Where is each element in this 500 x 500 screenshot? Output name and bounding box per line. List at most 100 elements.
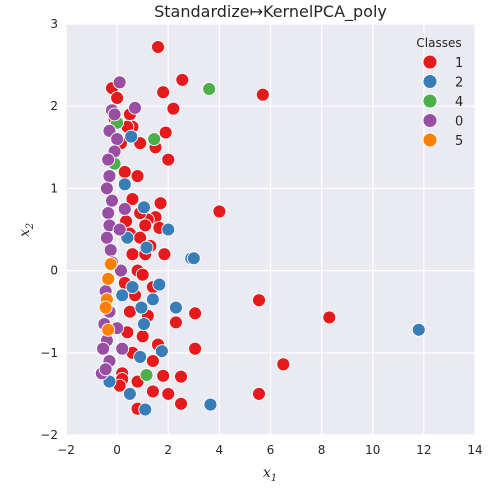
data-point-class-1 bbox=[145, 354, 160, 368]
data-point-class-2 bbox=[117, 177, 132, 192]
x-tick-label: 8 bbox=[318, 443, 326, 457]
data-point-class-1 bbox=[276, 357, 291, 372]
data-point-class-1 bbox=[175, 72, 190, 87]
legend-marker-2 bbox=[422, 74, 438, 89]
data-point-class-1 bbox=[188, 341, 203, 356]
x-tick-label: 2 bbox=[164, 443, 172, 457]
data-point-class-1 bbox=[166, 101, 181, 116]
data-point-class-1 bbox=[135, 267, 150, 282]
legend: Classes 1 2 4 0 5 bbox=[416, 36, 463, 149]
data-point-class-5 bbox=[101, 271, 116, 286]
data-point-class-1 bbox=[153, 196, 168, 211]
y-axis-label: x2 bbox=[17, 223, 36, 237]
data-point-class-1 bbox=[151, 40, 165, 54]
data-point-class-1 bbox=[174, 396, 188, 411]
y-tick-label: 2 bbox=[50, 99, 58, 113]
data-point-class-2 bbox=[125, 280, 140, 294]
data-point-class-2 bbox=[139, 240, 154, 255]
data-point-class-1 bbox=[212, 204, 227, 219]
data-point-class-1 bbox=[125, 247, 140, 262]
data-point-class-0 bbox=[101, 152, 116, 167]
data-point-class-0 bbox=[115, 341, 130, 356]
data-point-class-1 bbox=[255, 87, 270, 102]
data-point-class-1 bbox=[188, 306, 203, 321]
data-point-class-1 bbox=[135, 329, 150, 344]
data-point-class-0 bbox=[101, 206, 116, 221]
data-point-class-5 bbox=[103, 257, 118, 271]
x-axis-label: x1 bbox=[263, 465, 277, 484]
data-point-class-4 bbox=[202, 81, 217, 96]
legend-label-1: 1 bbox=[455, 56, 463, 71]
data-point-class-4 bbox=[139, 368, 154, 382]
y-tick-label: −1 bbox=[40, 346, 58, 360]
x-tick-label: −2 bbox=[57, 443, 75, 457]
data-point-class-0 bbox=[107, 107, 122, 122]
data-point-class-0 bbox=[96, 341, 111, 356]
data-point-class-1 bbox=[252, 386, 266, 401]
data-point-class-2 bbox=[411, 322, 426, 337]
data-point-class-1 bbox=[174, 369, 188, 384]
legend-marker-4 bbox=[422, 93, 438, 109]
legend-marker-0 bbox=[422, 113, 438, 128]
data-point-class-2 bbox=[138, 402, 153, 417]
data-point-class-1 bbox=[168, 315, 183, 330]
data-points bbox=[94, 40, 426, 417]
x-tick-label: 12 bbox=[416, 443, 431, 457]
x-tick-label: 6 bbox=[267, 443, 275, 457]
data-point-class-2 bbox=[186, 251, 201, 266]
data-point-class-1 bbox=[322, 310, 337, 325]
data-point-class-2 bbox=[133, 349, 148, 364]
data-point-class-2 bbox=[124, 129, 139, 144]
data-point-class-1 bbox=[156, 85, 171, 100]
data-point-class-1 bbox=[156, 368, 171, 383]
legend-items: 1 2 4 0 5 bbox=[422, 54, 463, 149]
data-point-class-2 bbox=[154, 344, 169, 359]
data-point-class-1 bbox=[145, 384, 160, 399]
legend-title: Classes bbox=[416, 36, 461, 50]
data-point-class-0 bbox=[102, 169, 117, 184]
data-point-class-0 bbox=[99, 230, 114, 245]
data-point-class-0 bbox=[117, 201, 132, 216]
x-tick-label: 4 bbox=[216, 443, 224, 457]
data-point-class-1 bbox=[161, 386, 176, 401]
data-point-class-2 bbox=[137, 200, 151, 215]
x-tick-label: 0 bbox=[113, 443, 121, 457]
chart-title: Standardize↦KernelPCA_poly bbox=[154, 2, 387, 22]
data-point-class-0 bbox=[99, 181, 114, 196]
x-tick-label: 10 bbox=[365, 443, 380, 457]
data-point-class-1 bbox=[157, 247, 172, 262]
data-point-class-2 bbox=[137, 317, 151, 331]
y-axis-label-subscript: 2 bbox=[25, 223, 36, 230]
data-point-class-0 bbox=[105, 193, 119, 208]
data-point-class-2 bbox=[134, 300, 149, 315]
x-axis-label-main: x bbox=[263, 465, 271, 481]
data-point-class-5 bbox=[101, 322, 116, 337]
data-point-class-4 bbox=[147, 132, 162, 147]
data-point-class-2 bbox=[203, 397, 218, 412]
legend-label-5: 5 bbox=[455, 134, 463, 149]
data-point-class-1 bbox=[130, 169, 145, 184]
legend-marker-1 bbox=[422, 54, 438, 70]
data-point-class-5 bbox=[98, 300, 113, 315]
x-axis-label-subscript: 1 bbox=[271, 473, 277, 484]
data-point-class-2 bbox=[122, 386, 137, 401]
x-tick-label: 14 bbox=[467, 443, 482, 457]
data-point-class-2 bbox=[152, 277, 167, 292]
data-point-class-0 bbox=[128, 100, 142, 115]
y-tick-label: 1 bbox=[50, 181, 58, 195]
legend-marker-5 bbox=[422, 132, 438, 148]
data-point-class-2 bbox=[161, 222, 176, 237]
data-point-class-1 bbox=[110, 91, 125, 105]
data-point-class-0 bbox=[112, 75, 127, 90]
data-point-class-1 bbox=[158, 125, 173, 140]
data-point-class-2 bbox=[145, 292, 160, 307]
data-point-class-1 bbox=[125, 192, 140, 207]
data-point-class-2 bbox=[115, 288, 130, 303]
data-point-class-2 bbox=[168, 300, 183, 315]
data-point-class-1 bbox=[138, 218, 153, 233]
data-point-class-0 bbox=[103, 243, 118, 258]
legend-label-2: 2 bbox=[455, 76, 463, 91]
data-point-class-0 bbox=[112, 222, 127, 237]
data-point-class-0 bbox=[110, 132, 125, 147]
